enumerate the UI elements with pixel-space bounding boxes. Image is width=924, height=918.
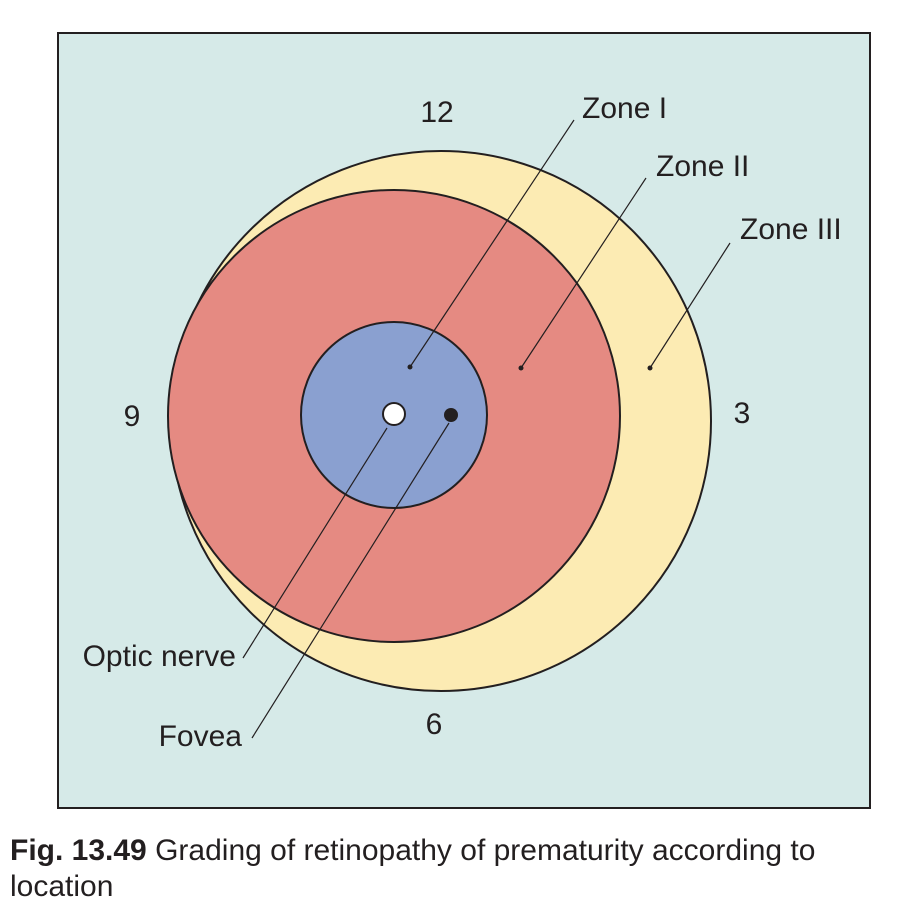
optic-nerve-leader bbox=[242, 427, 388, 659]
zone-2-point bbox=[518, 365, 524, 371]
zone-2-leader bbox=[520, 177, 647, 369]
clock-label-3: 3 bbox=[734, 397, 751, 430]
figure-caption: Fig. 13.49 Grading of retinopathy of pre… bbox=[10, 833, 920, 905]
fovea-label: Fovea bbox=[159, 720, 243, 753]
zone-leaders bbox=[242, 119, 731, 739]
zone-1-leader bbox=[409, 119, 575, 368]
zone-2-label: Zone II bbox=[656, 150, 749, 183]
fovea-leader bbox=[251, 422, 450, 739]
figure-number: Fig. 13.49 bbox=[10, 834, 147, 867]
caption-text: Grading of retinopathy of prematurity ac… bbox=[10, 834, 816, 903]
optic-nerve-disc bbox=[382, 402, 406, 426]
zone-1-label: Zone I bbox=[582, 92, 667, 125]
zone-1-point bbox=[407, 364, 413, 370]
zone-3-label: Zone III bbox=[740, 213, 842, 246]
fovea-dot bbox=[444, 408, 458, 422]
leader-dots bbox=[407, 364, 653, 371]
clock-label-6: 6 bbox=[426, 708, 443, 741]
zone-3-leader bbox=[649, 242, 731, 369]
clock-label-12: 12 bbox=[420, 96, 453, 129]
zone-3-point bbox=[647, 365, 653, 371]
optic-nerve-label: Optic nerve bbox=[83, 640, 236, 673]
clock-label-9: 9 bbox=[124, 400, 141, 433]
